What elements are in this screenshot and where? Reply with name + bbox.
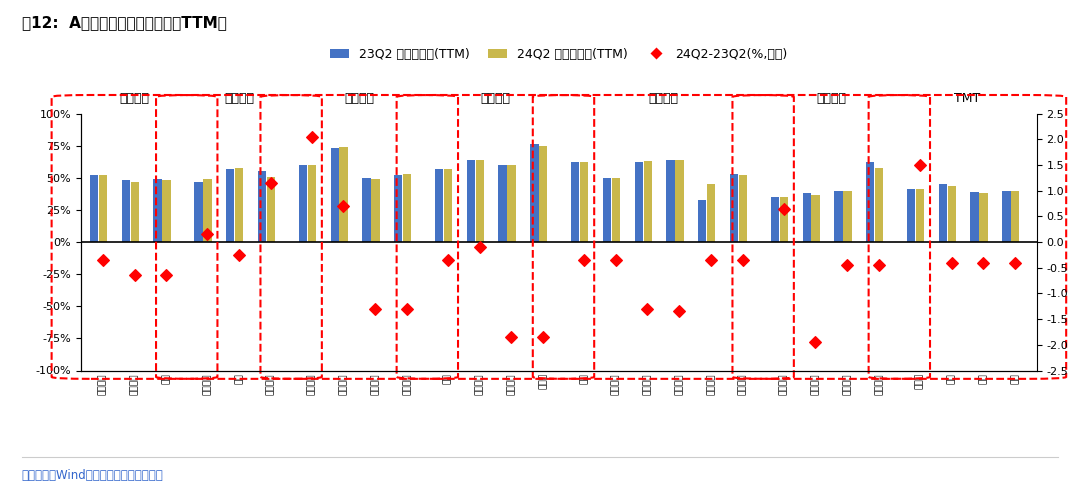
Point xyxy=(943,259,960,267)
Text: 上游资源: 上游资源 xyxy=(120,91,149,105)
Text: 可选消费: 可选消费 xyxy=(648,91,678,105)
Text: TMT: TMT xyxy=(955,91,981,105)
Point xyxy=(94,256,111,264)
Point xyxy=(912,161,929,169)
Bar xyxy=(698,200,706,242)
Bar xyxy=(644,161,652,242)
Bar xyxy=(843,191,851,242)
Point xyxy=(303,133,321,141)
Bar xyxy=(394,175,403,242)
Bar xyxy=(780,197,788,242)
Bar xyxy=(603,178,611,242)
Bar xyxy=(362,178,370,242)
Bar xyxy=(308,165,316,242)
Bar xyxy=(971,192,978,242)
Bar xyxy=(162,180,171,242)
Text: 数据来源：Wind，广发证券发展研究中心: 数据来源：Wind，广发证券发展研究中心 xyxy=(22,469,163,482)
Bar xyxy=(611,178,620,242)
Bar xyxy=(1011,191,1020,242)
Text: 中游制造: 中游制造 xyxy=(345,91,375,105)
Text: 必需消费: 必需消费 xyxy=(816,91,847,105)
Point xyxy=(671,307,688,315)
Bar xyxy=(834,191,842,242)
Bar xyxy=(258,171,267,242)
Point xyxy=(974,259,991,267)
Point xyxy=(638,305,656,313)
Point xyxy=(158,272,175,280)
Bar xyxy=(635,163,643,242)
Bar xyxy=(153,179,162,242)
Text: 其他周期: 其他周期 xyxy=(481,91,511,105)
Point xyxy=(734,256,752,264)
Point xyxy=(399,305,416,313)
Bar xyxy=(475,160,484,242)
Bar xyxy=(372,179,379,242)
Bar xyxy=(267,176,275,242)
Point xyxy=(335,202,352,210)
Bar xyxy=(947,186,956,242)
Bar xyxy=(707,184,715,242)
Bar xyxy=(866,163,875,242)
Bar xyxy=(330,148,339,242)
Point xyxy=(126,272,144,280)
Bar xyxy=(99,175,107,242)
Bar xyxy=(907,189,916,242)
Point xyxy=(775,205,793,212)
Text: 图12:  A股一级行业资产负债率（TTM）: 图12: A股一级行业资产负债率（TTM） xyxy=(22,15,227,30)
Bar xyxy=(194,182,203,242)
Bar xyxy=(530,144,539,242)
Bar xyxy=(571,163,580,242)
Bar xyxy=(675,160,684,242)
Bar xyxy=(122,180,130,242)
Bar xyxy=(1002,191,1011,242)
Bar xyxy=(467,160,475,242)
Bar xyxy=(739,175,747,242)
Text: 中游材料: 中游材料 xyxy=(224,91,254,105)
Bar xyxy=(730,174,739,242)
Bar xyxy=(771,197,779,242)
Bar xyxy=(875,167,883,242)
Point xyxy=(870,261,888,269)
Bar xyxy=(131,182,139,242)
Point xyxy=(576,256,593,264)
Bar xyxy=(939,184,947,242)
Bar xyxy=(339,147,348,242)
Bar xyxy=(811,195,820,242)
Point xyxy=(838,261,855,269)
Point xyxy=(1007,259,1024,267)
Point xyxy=(230,251,247,259)
Bar xyxy=(235,167,243,242)
Bar xyxy=(916,189,924,242)
Bar xyxy=(299,165,307,242)
Bar xyxy=(539,146,548,242)
Point xyxy=(471,243,488,251)
Legend: 23Q2 资产负债率(TTM), 24Q2 资产负债率(TTM), 24Q2-23Q2(%,右轴): 23Q2 资产负债率(TTM), 24Q2 资产负债率(TTM), 24Q2-2… xyxy=(325,43,793,66)
Bar xyxy=(403,174,411,242)
Point xyxy=(807,338,824,346)
Point xyxy=(607,256,624,264)
Point xyxy=(199,230,216,238)
Bar xyxy=(580,163,589,242)
Bar xyxy=(435,169,443,242)
Bar xyxy=(802,193,811,242)
Point xyxy=(702,256,719,264)
Point xyxy=(366,305,383,313)
Point xyxy=(502,333,519,341)
Point xyxy=(262,179,280,187)
Bar xyxy=(203,179,212,242)
Point xyxy=(535,333,552,341)
Bar xyxy=(980,193,988,242)
Bar xyxy=(666,160,675,242)
Bar xyxy=(508,165,516,242)
Bar xyxy=(444,169,453,242)
Bar xyxy=(226,169,234,242)
Point xyxy=(440,256,457,264)
Bar xyxy=(499,165,507,242)
Bar xyxy=(90,175,98,242)
